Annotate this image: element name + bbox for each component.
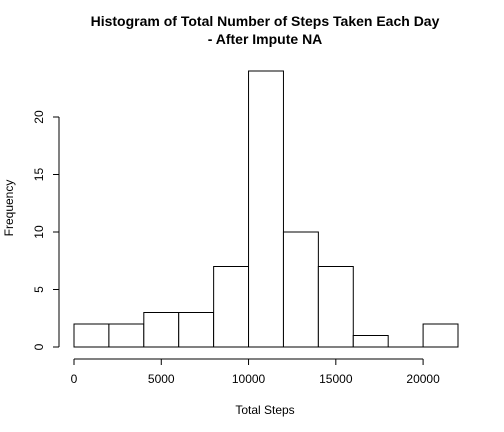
histogram-bar-7 xyxy=(317,266,354,348)
x-tick-label-1: 5000 xyxy=(148,372,175,386)
y-tick-label-4: 20 xyxy=(32,110,46,124)
chart-title-line-2: - After Impute NA xyxy=(208,31,323,47)
y-tick-label-2: 10 xyxy=(32,225,46,239)
histogram-bar-10 xyxy=(422,323,459,348)
y-axis-label: Frequency xyxy=(2,180,16,237)
chart-title-line-1: Histogram of Total Number of Steps Taken… xyxy=(91,13,440,29)
x-tick-label-4: 20000 xyxy=(406,372,440,386)
x-tick-label-3: 15000 xyxy=(319,372,353,386)
histogram-bar-4 xyxy=(213,266,250,348)
x-axis-label: Total Steps xyxy=(235,403,294,417)
histogram-bar-6 xyxy=(282,231,319,348)
histogram-bar-3 xyxy=(178,312,215,348)
histogram-bar-8 xyxy=(352,335,389,348)
y-tick-label-3: 15 xyxy=(32,168,46,182)
histogram-bar-1 xyxy=(108,323,145,348)
y-tick-label-0: 0 xyxy=(32,343,46,350)
histogram-bar-5 xyxy=(248,70,284,348)
y-axis: 0 5 10 15 20 xyxy=(32,110,60,350)
histogram-bars xyxy=(73,70,459,348)
y-tick-label-1: 5 xyxy=(32,286,46,293)
histogram-bar-0 xyxy=(73,323,110,348)
x-tick-label-2: 10000 xyxy=(232,372,266,386)
x-axis: 0 5000 10000 15000 20000 xyxy=(71,358,440,386)
x-tick-label-0: 0 xyxy=(71,372,78,386)
histogram-bar-2 xyxy=(143,312,180,348)
